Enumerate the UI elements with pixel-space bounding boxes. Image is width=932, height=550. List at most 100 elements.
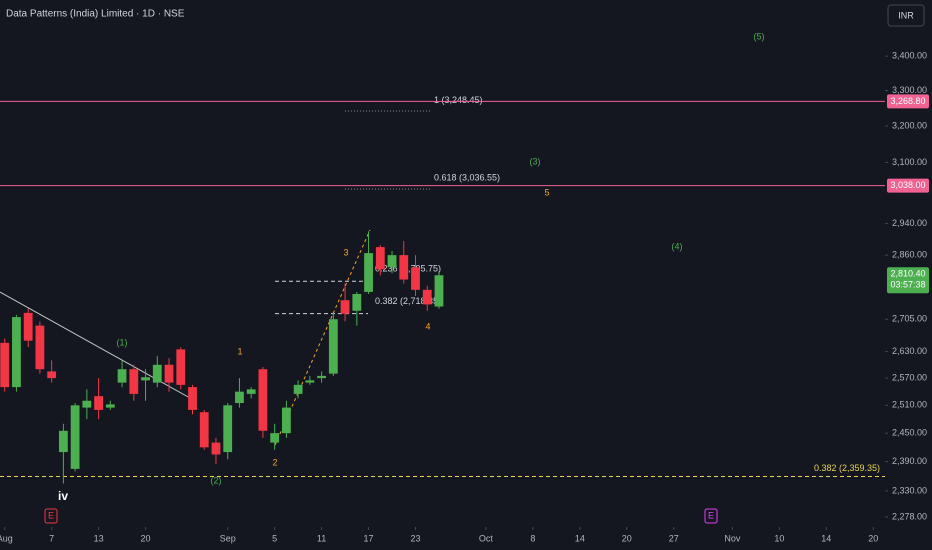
candle-body <box>58 430 68 453</box>
last-price-label: 2,810.40 <box>890 269 925 279</box>
candle-body <box>317 375 327 379</box>
wave-label: (1) <box>117 337 128 347</box>
last-price-badge <box>887 267 929 294</box>
candle-body <box>70 405 80 469</box>
candle-body <box>375 247 385 270</box>
candle-body <box>105 404 115 408</box>
event-marker <box>704 508 718 524</box>
x-tick-label: 10 <box>774 533 784 543</box>
candle-body <box>270 433 280 443</box>
candle-body <box>129 369 139 394</box>
x-tick-label: Sep <box>220 533 236 543</box>
candle-body <box>387 255 397 268</box>
candle-body <box>199 412 209 448</box>
y-tick-label: 2,705.00 <box>892 314 927 324</box>
wave-label: 2 <box>272 457 277 467</box>
candle-body <box>305 380 315 383</box>
x-tick-label: 14 <box>575 533 585 543</box>
fib-label: 0.618 (3,036.55) <box>434 173 500 183</box>
candle-body <box>422 289 432 305</box>
x-tick-label: 5 <box>272 533 277 543</box>
wave-label: 1 <box>237 346 242 356</box>
x-tick-label: 20 <box>868 533 878 543</box>
candle-body <box>340 300 350 314</box>
candle-body <box>434 275 444 307</box>
y-tick-label: 2,570.00 <box>892 373 927 383</box>
price-badge-label: 3,268.80 <box>890 96 925 106</box>
y-tick-label: 2,330.00 <box>892 485 927 495</box>
y-tick-label: 3,100.00 <box>892 157 927 167</box>
candle-body <box>176 349 186 385</box>
wave-label: 4 <box>425 321 430 331</box>
wave-label: (2) <box>211 475 222 485</box>
wave-label: (4) <box>672 241 683 251</box>
candle-body <box>141 377 150 381</box>
x-tick-label: 8 <box>530 533 535 543</box>
y-tick-label: 2,630.00 <box>892 346 927 356</box>
x-tick-label: Oct <box>479 533 494 543</box>
y-tick-label: 2,278.00 <box>892 511 927 521</box>
candle-body <box>12 317 21 388</box>
wave-label: (5) <box>754 31 765 41</box>
candle-body <box>399 255 409 280</box>
candle-body <box>164 364 174 383</box>
candle-body <box>235 391 244 404</box>
y-tick-label: 3,200.00 <box>892 120 927 130</box>
candle-body <box>82 400 92 408</box>
candle-body <box>352 293 362 311</box>
x-tick-label: 20 <box>141 533 151 543</box>
y-tick-label: 3,400.00 <box>892 51 927 61</box>
x-tick-label: 14 <box>821 533 831 543</box>
x-tick-label: 27 <box>669 533 679 543</box>
y-tick-label: 2,510.00 <box>892 400 927 410</box>
candle-body <box>35 325 45 370</box>
event-label: E <box>48 510 54 520</box>
x-tick-label: 17 <box>364 533 374 543</box>
candle-body <box>411 267 420 290</box>
price-badge <box>887 94 929 109</box>
candle-body <box>364 253 373 292</box>
price-badge <box>887 178 929 193</box>
y-tick-label: 2,940.00 <box>892 218 927 228</box>
candle-body <box>23 312 33 341</box>
candle-body <box>293 384 303 394</box>
wave-label: 5 <box>544 187 549 197</box>
x-tick-label: 11 <box>317 533 326 543</box>
candle-body <box>281 407 291 434</box>
y-tick-label: 2,860.00 <box>892 249 927 259</box>
fib-label: 0.382 (2,718.35) <box>375 296 441 306</box>
y-tick-label: 2,450.00 <box>892 428 927 438</box>
x-tick-label: 23 <box>410 533 420 543</box>
fib-label: 0.382 (2,359.35) <box>814 463 880 473</box>
candle-body <box>246 389 256 394</box>
candle-body <box>188 387 197 410</box>
countdown: 03:57:38 <box>890 280 925 290</box>
candle-body <box>0 342 10 388</box>
x-tick-label: Aug <box>0 533 13 543</box>
x-tick-label: Nov <box>724 533 741 543</box>
candle-body <box>223 405 233 453</box>
candle-body <box>258 369 268 431</box>
currency-button[interactable] <box>887 4 925 27</box>
x-tick-label: 13 <box>94 533 104 543</box>
wave-label: iv <box>58 489 68 503</box>
candle-body <box>211 442 221 455</box>
fib-label: 1 (3,248.45) <box>434 95 483 105</box>
wave-label: (3) <box>530 156 541 166</box>
candle-body <box>47 371 57 379</box>
candle-body <box>117 369 127 383</box>
x-tick-label: 20 <box>622 533 632 543</box>
y-tick-label: 2,390.00 <box>892 456 927 466</box>
y-tick-label: 3,300.00 <box>892 85 927 95</box>
x-tick-label: 7 <box>49 533 54 543</box>
wave-label: 3 <box>343 247 348 257</box>
chart-title: Data Patterns (India) Limited · 1D · NSE <box>6 9 185 20</box>
event-label: E <box>708 510 714 520</box>
event-marker <box>44 508 58 524</box>
candle-body <box>152 364 162 383</box>
candle-body <box>94 396 103 410</box>
candle-body <box>328 319 338 374</box>
currency[interactable]: INR <box>898 10 914 20</box>
